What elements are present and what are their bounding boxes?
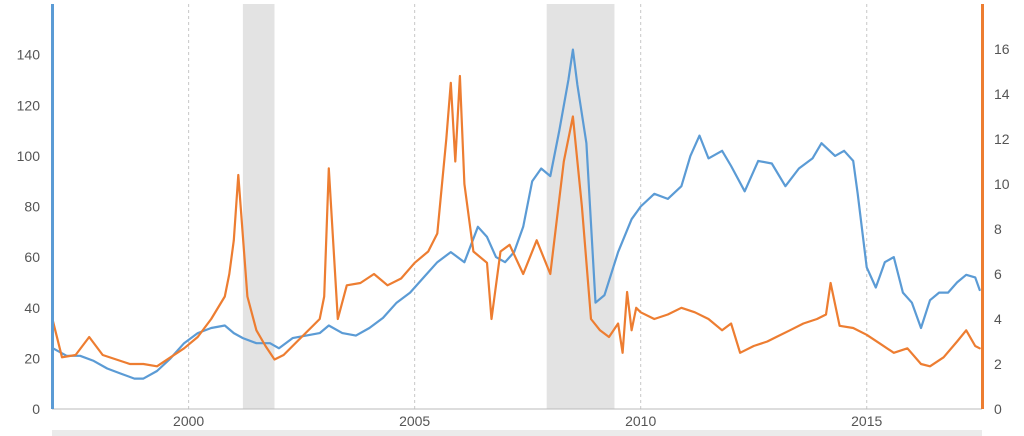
y-left-tick-label: 120 bbox=[17, 97, 41, 113]
x-tick-label: 2005 bbox=[399, 413, 430, 429]
right-axis-bar bbox=[981, 4, 984, 409]
y-right-tick-label: 12 bbox=[994, 131, 1010, 147]
x-axis-ticks: 2000 2005 2010 2015 bbox=[173, 413, 882, 429]
x-tick-label: 2010 bbox=[625, 413, 656, 429]
left-axis-bar bbox=[51, 4, 54, 409]
y-right-tick-label: 6 bbox=[994, 266, 1002, 282]
y-right-tick-label: 8 bbox=[994, 221, 1002, 237]
recession-shading bbox=[242, 4, 615, 409]
left-axis-ticks: 0 20 40 60 80 100 120 140 bbox=[17, 47, 41, 417]
y-right-tick-label: 10 bbox=[994, 176, 1010, 192]
shaded-range-1 bbox=[546, 4, 615, 409]
y-left-tick-label: 40 bbox=[24, 300, 40, 316]
series-lines bbox=[51, 48, 981, 380]
y-left-tick-label: 20 bbox=[24, 350, 40, 366]
y-right-tick-label: 4 bbox=[994, 311, 1002, 327]
series-line-right bbox=[51, 74, 981, 368]
shaded-range-0 bbox=[242, 4, 275, 409]
y-left-tick-label: 60 bbox=[24, 249, 40, 265]
vertical-grid bbox=[188, 4, 868, 409]
y-right-tick-label: 2 bbox=[994, 356, 1002, 372]
y-left-tick-label: 100 bbox=[17, 148, 41, 164]
right-axis-ticks: 0 2 4 6 8 10 12 14 16 bbox=[994, 41, 1010, 417]
y-left-tick-label: 140 bbox=[17, 47, 41, 63]
y-right-tick-label: 14 bbox=[994, 86, 1010, 102]
y-left-tick-label: 0 bbox=[32, 401, 40, 417]
y-right-tick-label: 0 bbox=[994, 401, 1002, 417]
footer-band bbox=[52, 430, 982, 436]
y-left-tick-label: 80 bbox=[24, 199, 40, 215]
x-tick-label: 2000 bbox=[173, 413, 204, 429]
x-tick-label: 2015 bbox=[851, 413, 882, 429]
series-line-left bbox=[51, 48, 981, 380]
y-right-tick-label: 16 bbox=[994, 41, 1010, 57]
